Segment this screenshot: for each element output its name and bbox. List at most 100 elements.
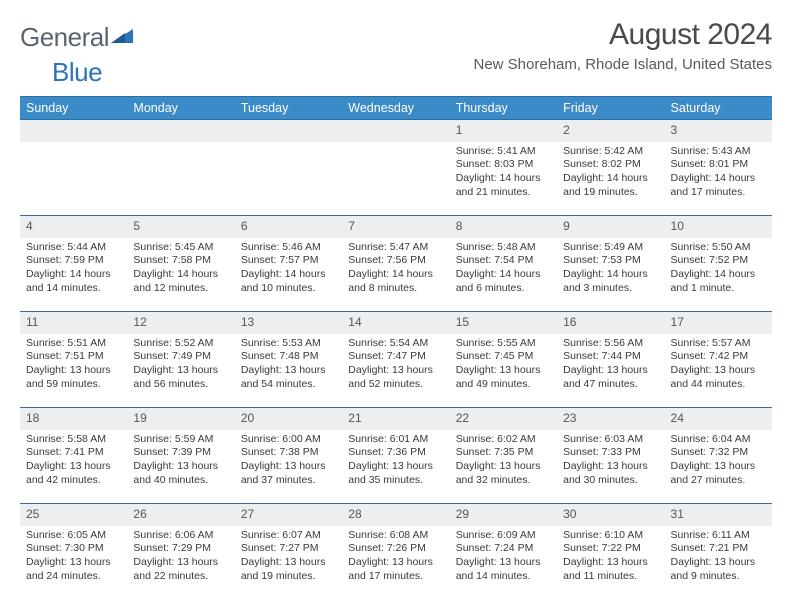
sunset-line: Sunset: 7:38 PM (241, 446, 336, 460)
sunset-line: Sunset: 7:24 PM (456, 542, 551, 556)
sunset-line: Sunset: 7:47 PM (348, 350, 443, 364)
day-info: Sunrise: 5:45 AMSunset: 7:58 PMDaylight:… (127, 238, 234, 300)
day-number: 21 (342, 408, 449, 430)
sunrise-line: Sunrise: 5:52 AM (133, 337, 228, 351)
sunrise-line: Sunrise: 6:10 AM (563, 529, 658, 543)
title-block: August 2024 New Shoreham, Rhode Island, … (474, 18, 773, 73)
day-info: Sunrise: 5:46 AMSunset: 7:57 PMDaylight:… (235, 238, 342, 300)
daylight-line: Daylight: 14 hours and 10 minutes. (241, 268, 336, 295)
day-number: 30 (557, 504, 664, 526)
empty-cell (235, 120, 342, 216)
sunset-line: Sunset: 7:36 PM (348, 446, 443, 460)
logo-text-1: General (20, 22, 109, 53)
sunrise-line: Sunrise: 5:55 AM (456, 337, 551, 351)
sunrise-line: Sunrise: 6:09 AM (456, 529, 551, 543)
day-cell: 2Sunrise: 5:42 AMSunset: 8:02 PMDaylight… (557, 120, 664, 216)
day-info: Sunrise: 6:06 AMSunset: 7:29 PMDaylight:… (127, 526, 234, 588)
sunset-line: Sunset: 7:52 PM (671, 254, 766, 268)
sunset-line: Sunset: 7:42 PM (671, 350, 766, 364)
day-cell: 22Sunrise: 6:02 AMSunset: 7:35 PMDayligh… (450, 408, 557, 504)
day-cell: 14Sunrise: 5:54 AMSunset: 7:47 PMDayligh… (342, 312, 449, 408)
day-number: 24 (665, 408, 772, 430)
day-number: 17 (665, 312, 772, 334)
day-cell: 10Sunrise: 5:50 AMSunset: 7:52 PMDayligh… (665, 216, 772, 312)
sunset-line: Sunset: 8:03 PM (456, 158, 551, 172)
day-info: Sunrise: 5:59 AMSunset: 7:39 PMDaylight:… (127, 430, 234, 492)
calendar-page: General August 2024 New Shoreham, Rhode … (0, 0, 792, 610)
daylight-line: Daylight: 14 hours and 6 minutes. (456, 268, 551, 295)
day-number: 19 (127, 408, 234, 430)
day-number: 10 (665, 216, 772, 238)
day-number: 23 (557, 408, 664, 430)
sunrise-line: Sunrise: 5:54 AM (348, 337, 443, 351)
col-header-saturday: Saturday (665, 97, 772, 120)
day-number: 27 (235, 504, 342, 526)
col-header-monday: Monday (127, 97, 234, 120)
day-number: 31 (665, 504, 772, 526)
sunrise-line: Sunrise: 5:59 AM (133, 433, 228, 447)
logo: General (20, 22, 135, 53)
location-subtitle: New Shoreham, Rhode Island, United State… (474, 56, 773, 73)
day-info: Sunrise: 6:10 AMSunset: 7:22 PMDaylight:… (557, 526, 664, 588)
sunrise-line: Sunrise: 5:49 AM (563, 241, 658, 255)
sunrise-line: Sunrise: 5:57 AM (671, 337, 766, 351)
empty-cell (127, 120, 234, 216)
sunrise-line: Sunrise: 5:48 AM (456, 241, 551, 255)
sunset-line: Sunset: 7:27 PM (241, 542, 336, 556)
day-info: Sunrise: 5:53 AMSunset: 7:48 PMDaylight:… (235, 334, 342, 396)
day-cell: 19Sunrise: 5:59 AMSunset: 7:39 PMDayligh… (127, 408, 234, 504)
day-cell: 13Sunrise: 5:53 AMSunset: 7:48 PMDayligh… (235, 312, 342, 408)
sunrise-line: Sunrise: 6:00 AM (241, 433, 336, 447)
sunset-line: Sunset: 7:56 PM (348, 254, 443, 268)
day-info: Sunrise: 5:58 AMSunset: 7:41 PMDaylight:… (20, 430, 127, 492)
col-header-tuesday: Tuesday (235, 97, 342, 120)
day-number: 12 (127, 312, 234, 334)
sunset-line: Sunset: 7:54 PM (456, 254, 551, 268)
daylight-line: Daylight: 13 hours and 47 minutes. (563, 364, 658, 391)
day-number: 14 (342, 312, 449, 334)
day-number: 28 (342, 504, 449, 526)
day-info: Sunrise: 6:03 AMSunset: 7:33 PMDaylight:… (557, 430, 664, 492)
day-info: Sunrise: 5:54 AMSunset: 7:47 PMDaylight:… (342, 334, 449, 396)
day-cell: 16Sunrise: 5:56 AMSunset: 7:44 PMDayligh… (557, 312, 664, 408)
day-info: Sunrise: 6:02 AMSunset: 7:35 PMDaylight:… (450, 430, 557, 492)
day-cell: 11Sunrise: 5:51 AMSunset: 7:51 PMDayligh… (20, 312, 127, 408)
week-row: 11Sunrise: 5:51 AMSunset: 7:51 PMDayligh… (20, 312, 772, 408)
sunset-line: Sunset: 7:33 PM (563, 446, 658, 460)
sunrise-line: Sunrise: 6:05 AM (26, 529, 121, 543)
daylight-line: Daylight: 14 hours and 21 minutes. (456, 172, 551, 199)
day-info: Sunrise: 5:48 AMSunset: 7:54 PMDaylight:… (450, 238, 557, 300)
week-row: 25Sunrise: 6:05 AMSunset: 7:30 PMDayligh… (20, 504, 772, 600)
daylight-line: Daylight: 13 hours and 14 minutes. (456, 556, 551, 583)
day-cell: 25Sunrise: 6:05 AMSunset: 7:30 PMDayligh… (20, 504, 127, 600)
day-cell: 5Sunrise: 5:45 AMSunset: 7:58 PMDaylight… (127, 216, 234, 312)
col-header-sunday: Sunday (20, 97, 127, 120)
sunrise-line: Sunrise: 5:47 AM (348, 241, 443, 255)
day-cell: 20Sunrise: 6:00 AMSunset: 7:38 PMDayligh… (235, 408, 342, 504)
day-number: 1 (450, 120, 557, 142)
day-cell: 1Sunrise: 5:41 AMSunset: 8:03 PMDaylight… (450, 120, 557, 216)
daylight-line: Daylight: 13 hours and 9 minutes. (671, 556, 766, 583)
sunrise-line: Sunrise: 6:11 AM (671, 529, 766, 543)
day-number: 4 (20, 216, 127, 238)
day-number: 5 (127, 216, 234, 238)
day-info: Sunrise: 6:01 AMSunset: 7:36 PMDaylight:… (342, 430, 449, 492)
daylight-line: Daylight: 13 hours and 37 minutes. (241, 460, 336, 487)
col-header-thursday: Thursday (450, 97, 557, 120)
day-info: Sunrise: 5:52 AMSunset: 7:49 PMDaylight:… (127, 334, 234, 396)
day-info: Sunrise: 5:42 AMSunset: 8:02 PMDaylight:… (557, 142, 664, 204)
day-cell: 17Sunrise: 5:57 AMSunset: 7:42 PMDayligh… (665, 312, 772, 408)
daylight-line: Daylight: 13 hours and 11 minutes. (563, 556, 658, 583)
daylight-line: Daylight: 13 hours and 30 minutes. (563, 460, 658, 487)
daylight-line: Daylight: 14 hours and 12 minutes. (133, 268, 228, 295)
sunset-line: Sunset: 7:53 PM (563, 254, 658, 268)
day-cell: 30Sunrise: 6:10 AMSunset: 7:22 PMDayligh… (557, 504, 664, 600)
sunset-line: Sunset: 7:21 PM (671, 542, 766, 556)
sunrise-line: Sunrise: 5:46 AM (241, 241, 336, 255)
day-info: Sunrise: 5:49 AMSunset: 7:53 PMDaylight:… (557, 238, 664, 300)
calendar-body: 1Sunrise: 5:41 AMSunset: 8:03 PMDaylight… (20, 120, 772, 600)
col-header-wednesday: Wednesday (342, 97, 449, 120)
sunset-line: Sunset: 7:41 PM (26, 446, 121, 460)
page-title: August 2024 (474, 18, 773, 52)
day-number: 11 (20, 312, 127, 334)
